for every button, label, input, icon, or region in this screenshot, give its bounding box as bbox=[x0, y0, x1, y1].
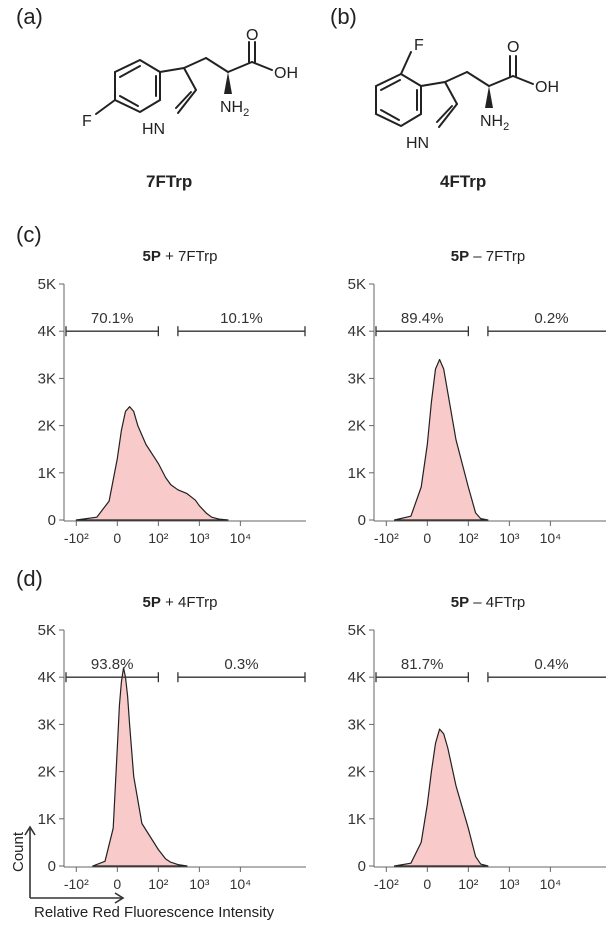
y-tick-label: 3K bbox=[348, 716, 366, 733]
y-tick-label: 0 bbox=[358, 512, 366, 529]
x-tick-label: 10³ bbox=[189, 876, 210, 892]
y-tick-label: 3K bbox=[38, 716, 56, 733]
y-tick-label: 5K bbox=[38, 622, 56, 639]
atom-f: F bbox=[82, 113, 92, 130]
gate-label: 0.3% bbox=[224, 656, 258, 673]
gate-label: 0.2% bbox=[534, 310, 568, 327]
plot-title-c-left: 5P + 7FTrp bbox=[142, 248, 218, 265]
y-tick-label: 2K bbox=[38, 764, 56, 781]
y-tick-label: 4K bbox=[38, 669, 56, 686]
histogram-5p-plus-7ftrp: 0 1K 2K 3K 4K 5K -10² 0 10² 10³ 10⁴ 70.1% 10.1% bbox=[38, 276, 306, 546]
gate bbox=[487, 672, 606, 683]
x-tick-label: 0 bbox=[423, 530, 431, 546]
gate-label: 89.4% bbox=[401, 310, 444, 327]
x-tick-label: 10³ bbox=[189, 530, 210, 546]
x-tick-label: 10³ bbox=[499, 876, 520, 892]
y-tick-label: 1K bbox=[38, 811, 56, 828]
x-tick-label: 10² bbox=[148, 530, 169, 546]
gate-label: 0.4% bbox=[534, 656, 568, 673]
y-tick-label: 3K bbox=[348, 370, 366, 387]
histogram-area bbox=[75, 406, 229, 521]
atom-nh2: NH2 bbox=[480, 113, 509, 133]
gate-label: 10.1% bbox=[220, 310, 263, 327]
y-tick-label: 4K bbox=[348, 669, 366, 686]
y-tick-label: 4K bbox=[348, 323, 366, 340]
y-tick-label: 0 bbox=[358, 858, 366, 875]
x-tick-label: 0 bbox=[113, 876, 121, 892]
axis-arrows bbox=[24, 825, 125, 904]
structure-7ftrp: F HN NH2 O OH bbox=[82, 28, 298, 138]
gate-label: 70.1% bbox=[91, 310, 134, 327]
y-tick-label: 4K bbox=[38, 323, 56, 340]
atom-f: F bbox=[414, 37, 424, 54]
histogram-5p-minus-7ftrp: 0 1K 2K 3K 4K 5K -10² 0 10² 10³ 10⁴ 89.4% 0.2% bbox=[348, 276, 606, 546]
y-axis-label: Count bbox=[10, 831, 27, 872]
y-tick-label: 2K bbox=[38, 418, 56, 435]
gate bbox=[177, 326, 306, 337]
x-tick-label: 10² bbox=[458, 530, 479, 546]
y-tick-label: 1K bbox=[348, 465, 366, 482]
panel-label-b: (b) bbox=[330, 4, 357, 29]
histogram-area bbox=[393, 358, 489, 521]
x-tick-label: 10⁴ bbox=[540, 876, 562, 892]
atom-oh: OH bbox=[274, 65, 298, 82]
atom-hn: HN bbox=[142, 121, 165, 138]
panel-label-c: (c) bbox=[16, 222, 42, 247]
gate bbox=[375, 672, 469, 683]
compound-name-7ftrp: 7FTrp bbox=[146, 172, 193, 191]
histogram-5p-minus-4ftrp: 0 1K 2K 3K 4K 5K -10² 0 10² 10³ 10⁴ 81.7% 0.4% bbox=[348, 622, 606, 892]
y-tick-label: 5K bbox=[348, 276, 366, 293]
atom-oh: OH bbox=[535, 79, 559, 96]
atom-hn: HN bbox=[406, 135, 429, 152]
x-tick-label: 10⁴ bbox=[540, 530, 562, 546]
atom-o: O bbox=[507, 39, 519, 56]
atom-o: O bbox=[246, 28, 258, 44]
plot-title-c-right: 5P – 7FTrp bbox=[450, 248, 526, 265]
gate bbox=[487, 326, 606, 337]
x-axis-label: Relative Red Fluorescence Intensity bbox=[34, 904, 275, 921]
y-tick-label: 0 bbox=[48, 858, 56, 875]
y-tick-label: 2K bbox=[348, 418, 366, 435]
gate bbox=[65, 326, 159, 337]
gate bbox=[65, 672, 159, 683]
atom-nh2: NH2 bbox=[220, 99, 249, 119]
plot-title-d-right: 5P – 4FTrp bbox=[450, 594, 526, 611]
x-tick-label: 10³ bbox=[499, 530, 520, 546]
x-tick-label: -10² bbox=[64, 876, 89, 892]
gate bbox=[375, 326, 469, 337]
x-tick-label: 10² bbox=[458, 876, 479, 892]
gate bbox=[177, 672, 306, 683]
y-tick-label: 5K bbox=[348, 622, 366, 639]
y-tick-label: 1K bbox=[38, 465, 56, 482]
plot-title-d-left: 5P + 4FTrp bbox=[142, 594, 218, 611]
x-tick-label: 0 bbox=[423, 876, 431, 892]
y-tick-label: 3K bbox=[38, 370, 56, 387]
histogram-area bbox=[92, 667, 188, 867]
histogram-area bbox=[393, 728, 489, 867]
panel-label-a: (a) bbox=[16, 4, 43, 29]
gate-label: 81.7% bbox=[401, 656, 444, 673]
x-tick-label: 10⁴ bbox=[230, 876, 252, 892]
y-tick-label: 5K bbox=[38, 276, 56, 293]
gate-label: 93.8% bbox=[91, 656, 134, 673]
compound-name-4ftrp: 4FTrp bbox=[440, 172, 487, 191]
y-tick-label: 1K bbox=[348, 811, 366, 828]
y-tick-label: 0 bbox=[48, 512, 56, 529]
x-tick-label: -10² bbox=[374, 530, 399, 546]
histogram-5p-plus-4ftrp: 0 1K 2K 3K 4K 5K -10² 0 10² 10³ 10⁴ 93.8% 0.3% bbox=[38, 622, 306, 892]
x-tick-label: 10⁴ bbox=[230, 530, 252, 546]
x-tick-label: 10² bbox=[148, 876, 169, 892]
x-tick-label: -10² bbox=[64, 530, 89, 546]
x-tick-label: -10² bbox=[374, 876, 399, 892]
y-tick-label: 2K bbox=[348, 764, 366, 781]
structure-4ftrp: F HN NH2 O OH bbox=[375, 37, 559, 152]
panel-label-d: (d) bbox=[16, 566, 43, 591]
x-tick-label: 0 bbox=[113, 530, 121, 546]
